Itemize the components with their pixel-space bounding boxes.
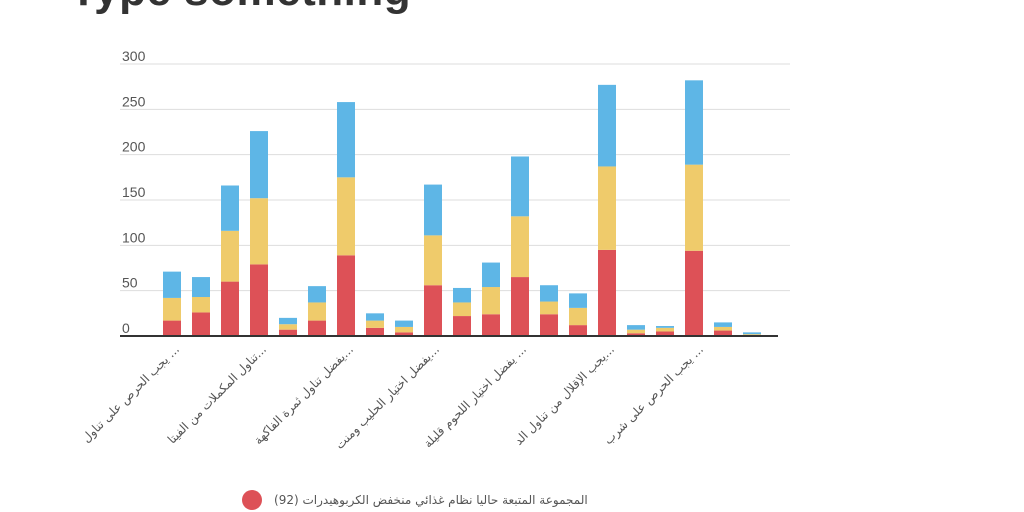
y-tick-label: 0 [122, 320, 130, 336]
bar-segment [656, 331, 674, 336]
bar-segment [366, 313, 384, 321]
bar-segment [540, 314, 558, 336]
bar-segment [482, 314, 500, 336]
bar-segment [569, 325, 587, 336]
bar-segment [337, 177, 355, 256]
bar-segment [685, 250, 703, 336]
bar-segment [250, 198, 268, 265]
x-category-label: يجب الحرص على شرب ... [601, 342, 707, 448]
bar-segment [366, 327, 384, 336]
bar-segment [424, 285, 442, 336]
bar-segment [598, 166, 616, 250]
legend-label: المجموعة المتبعة حاليا نظام غذائي منخفض … [274, 493, 588, 507]
chart-title: Type something [70, 0, 411, 16]
x-category-label: يجب الحرص على تناول ... [79, 342, 183, 446]
bar-segment [685, 80, 703, 165]
bar-segment [163, 320, 181, 336]
bar-segment [163, 297, 181, 321]
bar-segment [627, 325, 645, 330]
bar-segment [308, 286, 326, 303]
y-tick-label: 250 [122, 93, 146, 109]
bar-segment [395, 332, 413, 336]
bar-segment [424, 235, 442, 286]
bar-segment [279, 317, 297, 325]
bar-segment [656, 327, 674, 332]
bar-segment [453, 287, 471, 303]
bar-segment [569, 307, 587, 326]
bar-segment [482, 262, 500, 288]
bar-segment [192, 297, 210, 313]
bar-segment [743, 332, 761, 335]
bar-segment [424, 184, 442, 236]
bar-segment [714, 322, 732, 327]
bar-segment [511, 156, 529, 217]
stacked-bar-chart: 0 50 100 150 200 250 300 يجب الحرص على تناول ..… [79, 48, 790, 453]
y-tick-label: 200 [122, 139, 146, 155]
bar-segment [221, 230, 239, 282]
y-tick-label: 150 [122, 184, 146, 200]
bar-segment [627, 333, 645, 336]
bar-segment [395, 320, 413, 327]
x-category-label: تناول المكملات من الفيتا... [165, 342, 270, 447]
bar-segment [482, 287, 500, 315]
bar-segment [279, 324, 297, 330]
bar-segment [569, 293, 587, 308]
bar-segment [743, 334, 761, 336]
bar-segment [598, 84, 616, 167]
bar-segment [453, 316, 471, 336]
y-tick-label: 100 [122, 229, 146, 245]
bar-segment [511, 216, 529, 278]
legend[interactable]: المجموعة المتبعة حاليا نظام غذائي منخفض … [242, 490, 588, 510]
bar-segment [163, 271, 181, 298]
bar-segment [395, 326, 413, 333]
bar-segment [366, 320, 384, 328]
bar-segment [221, 281, 239, 336]
bar-segment [598, 249, 616, 336]
bar-segment [192, 312, 210, 336]
bar-segment [656, 326, 674, 328]
bar-segment [250, 131, 268, 199]
bar-segment [714, 330, 732, 336]
bar-segment [453, 302, 471, 317]
bar-segment [279, 329, 297, 336]
bar-segment [714, 326, 732, 331]
bar-segment [337, 102, 355, 178]
legend-swatch [242, 490, 262, 510]
bar-segment [308, 320, 326, 336]
bar-segment [221, 185, 239, 231]
bar-segment [308, 302, 326, 321]
bar-segment [627, 329, 645, 334]
bar-segment [337, 255, 355, 336]
bar-segment [685, 164, 703, 251]
y-tick-label: 50 [122, 275, 138, 291]
x-category-label: يجب الإقلال من تناول الد... [512, 342, 618, 448]
bar-segment [250, 264, 268, 336]
bar-segment [511, 277, 529, 336]
y-tick-label: 300 [122, 48, 146, 64]
bar-segment [540, 301, 558, 315]
bar-segment [192, 277, 210, 298]
bar-segment [540, 285, 558, 302]
